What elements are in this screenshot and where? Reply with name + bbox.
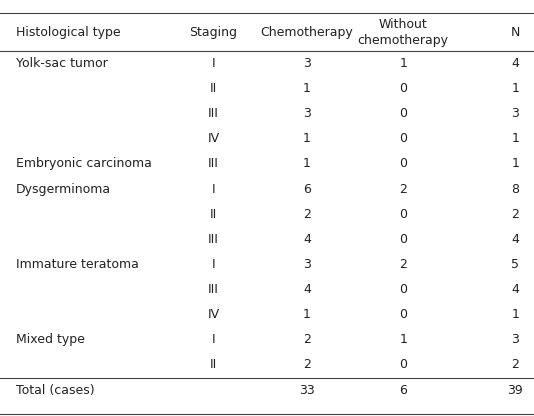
Text: 1: 1 xyxy=(399,57,407,70)
Text: 0: 0 xyxy=(399,233,407,246)
Text: 1: 1 xyxy=(512,308,519,321)
Text: 2: 2 xyxy=(399,258,407,271)
Text: 0: 0 xyxy=(399,107,407,120)
Text: 1: 1 xyxy=(303,157,311,171)
Text: 6: 6 xyxy=(399,384,407,396)
Text: Mixed type: Mixed type xyxy=(16,333,85,347)
Text: IV: IV xyxy=(208,132,219,145)
Text: 0: 0 xyxy=(399,283,407,296)
Text: 1: 1 xyxy=(303,82,311,95)
Text: Without
chemotherapy: Without chemotherapy xyxy=(358,17,449,47)
Text: 39: 39 xyxy=(507,384,523,396)
Text: 5: 5 xyxy=(512,258,519,271)
Text: Staging: Staging xyxy=(190,25,238,39)
Text: 2: 2 xyxy=(512,208,519,220)
Text: 3: 3 xyxy=(512,333,519,347)
Text: II: II xyxy=(210,359,217,371)
Text: 3: 3 xyxy=(303,107,311,120)
Text: 3: 3 xyxy=(303,258,311,271)
Text: 0: 0 xyxy=(399,82,407,95)
Text: 2: 2 xyxy=(399,183,407,196)
Text: 1: 1 xyxy=(303,132,311,145)
Text: 1: 1 xyxy=(303,308,311,321)
Text: III: III xyxy=(208,283,219,296)
Text: Total (cases): Total (cases) xyxy=(16,384,95,396)
Text: I: I xyxy=(212,183,215,196)
Text: 0: 0 xyxy=(399,157,407,171)
Text: 3: 3 xyxy=(512,107,519,120)
Text: 0: 0 xyxy=(399,208,407,220)
Text: 1: 1 xyxy=(512,132,519,145)
Text: 2: 2 xyxy=(303,333,311,347)
Text: II: II xyxy=(210,82,217,95)
Text: 4: 4 xyxy=(303,283,311,296)
Text: 4: 4 xyxy=(303,233,311,246)
Text: 1: 1 xyxy=(399,333,407,347)
Text: 33: 33 xyxy=(299,384,315,396)
Text: 4: 4 xyxy=(512,283,519,296)
Text: Chemotherapy: Chemotherapy xyxy=(261,25,354,39)
Text: 4: 4 xyxy=(512,57,519,70)
Text: 0: 0 xyxy=(399,359,407,371)
Text: III: III xyxy=(208,233,219,246)
Text: II: II xyxy=(210,208,217,220)
Text: IV: IV xyxy=(208,308,219,321)
Text: I: I xyxy=(212,57,215,70)
Text: 0: 0 xyxy=(399,308,407,321)
Text: 1: 1 xyxy=(512,82,519,95)
Text: 4: 4 xyxy=(512,233,519,246)
Text: 2: 2 xyxy=(512,359,519,371)
Text: Histological type: Histological type xyxy=(16,25,121,39)
Text: Yolk-sac tumor: Yolk-sac tumor xyxy=(16,57,108,70)
Text: 8: 8 xyxy=(512,183,519,196)
Text: I: I xyxy=(212,333,215,347)
Text: I: I xyxy=(212,258,215,271)
Text: 1: 1 xyxy=(512,157,519,171)
Text: N: N xyxy=(511,25,520,39)
Text: Embryonic carcinoma: Embryonic carcinoma xyxy=(16,157,152,171)
Text: 2: 2 xyxy=(303,359,311,371)
Text: Immature teratoma: Immature teratoma xyxy=(16,258,139,271)
Text: III: III xyxy=(208,157,219,171)
Text: 3: 3 xyxy=(303,57,311,70)
Text: 2: 2 xyxy=(303,208,311,220)
Text: III: III xyxy=(208,107,219,120)
Text: 0: 0 xyxy=(399,132,407,145)
Text: Dysgerminoma: Dysgerminoma xyxy=(16,183,111,196)
Text: 6: 6 xyxy=(303,183,311,196)
